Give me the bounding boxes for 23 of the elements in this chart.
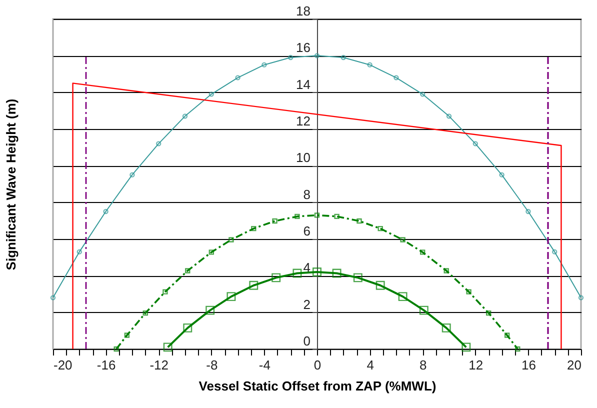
x-tick-label: 8: [419, 358, 427, 372]
x-tick-label: -4: [258, 358, 270, 372]
y-tick-label: 2: [303, 296, 310, 312]
x-tick-label: -12: [150, 358, 168, 372]
x-tick-label: 12: [468, 358, 484, 372]
x-tick-label: 4: [366, 358, 374, 372]
y-tick-label: 14: [296, 76, 310, 92]
x-tick-label: 20: [567, 358, 582, 372]
y-tick-label: 10: [296, 150, 310, 166]
y-axis-title: Significant Wave Height (m): [4, 98, 18, 270]
y-tick-label: 12: [296, 114, 310, 128]
y-tick-label: 8: [303, 186, 310, 202]
y-tick-label: 16: [296, 40, 310, 56]
x-tick-label: -8: [206, 358, 218, 372]
x-tick-label: -20: [54, 358, 72, 372]
y-tick-label: 18: [296, 4, 310, 18]
y-tick-label: 0: [303, 334, 310, 348]
x-axis-title: Vessel Static Offset from ZAP (%MWL): [198, 378, 436, 394]
x-tick-label: -16: [96, 358, 116, 372]
y-tick-label: 6: [303, 224, 310, 238]
x-tick-label: 16: [521, 358, 536, 372]
y-tick-label: 4: [303, 260, 310, 276]
x-tick-label: 0: [314, 358, 322, 372]
